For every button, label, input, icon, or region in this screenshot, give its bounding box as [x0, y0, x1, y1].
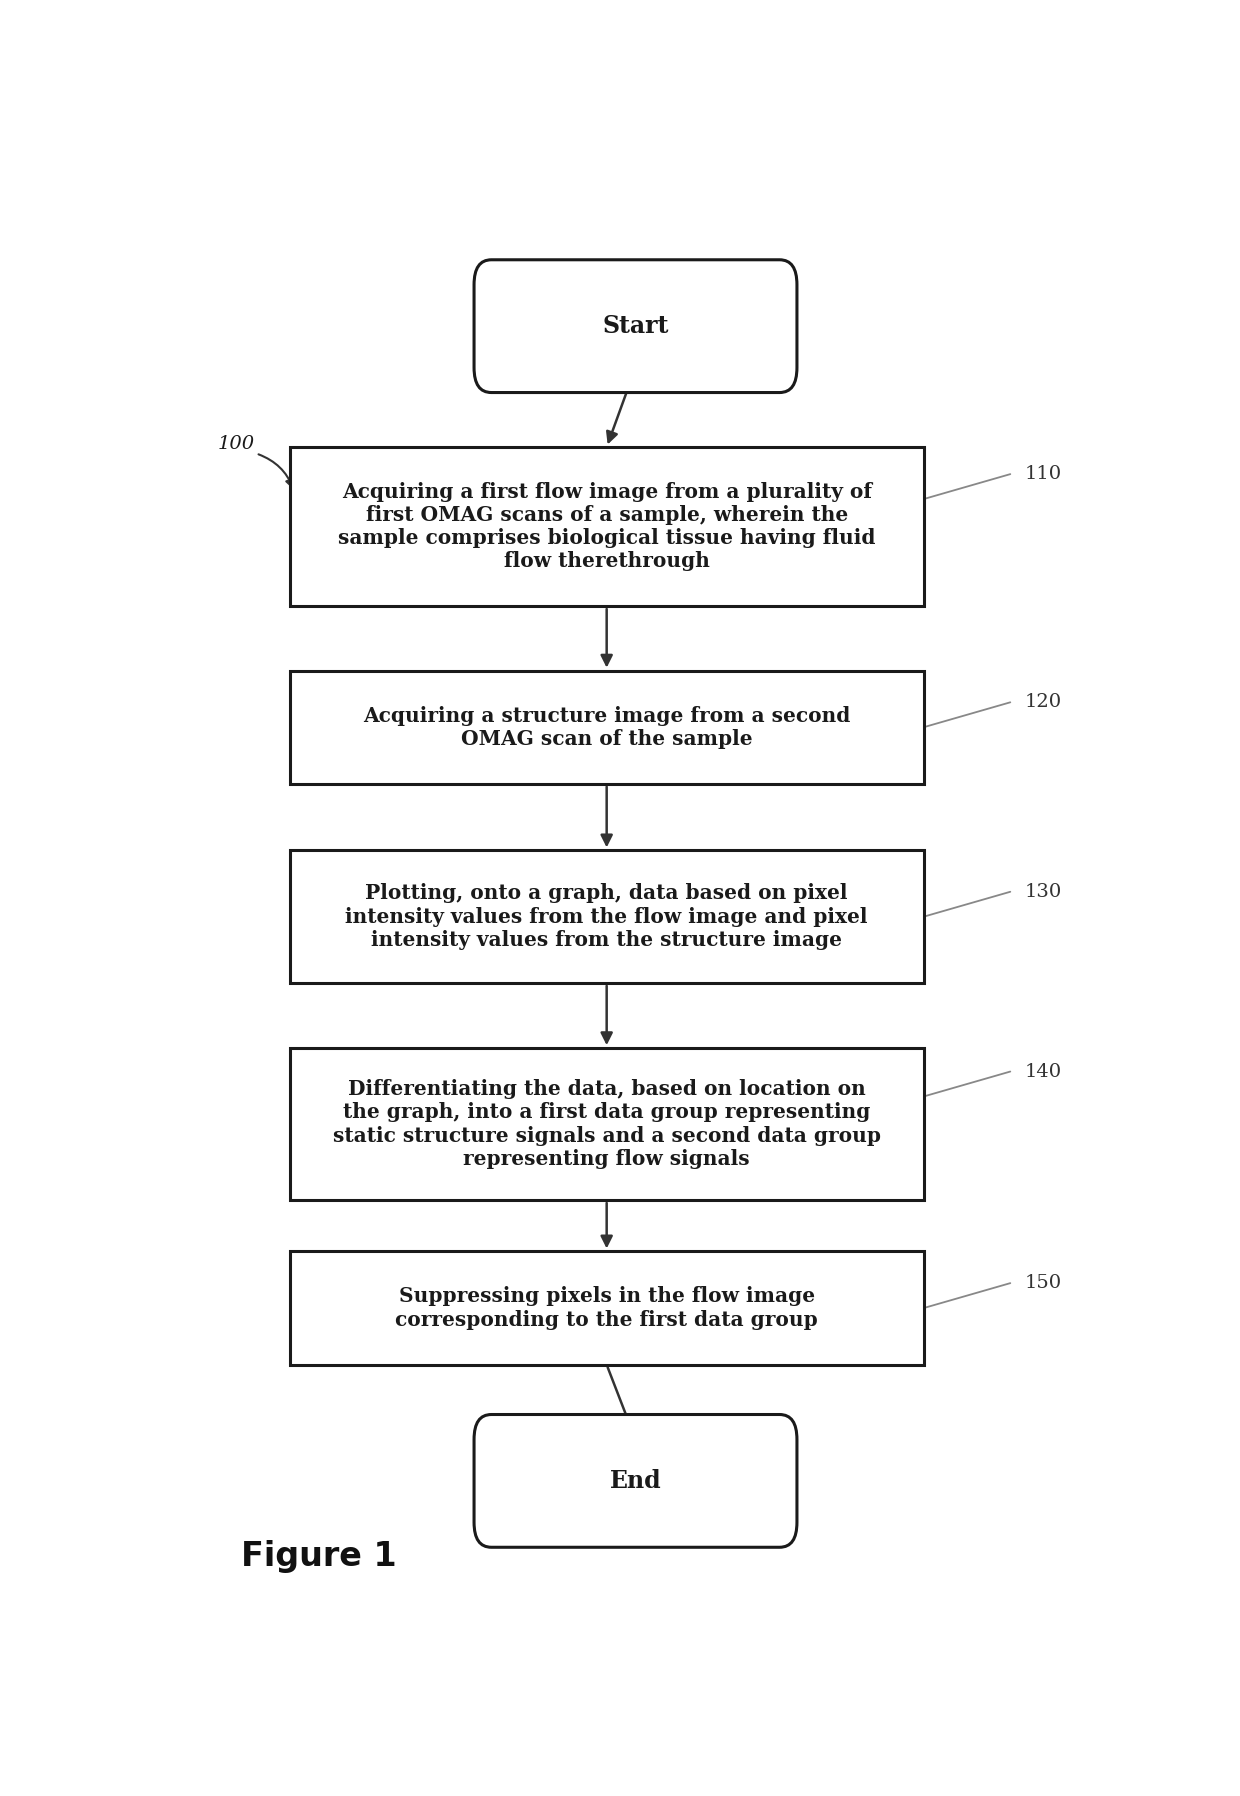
- FancyBboxPatch shape: [289, 1252, 924, 1365]
- FancyBboxPatch shape: [289, 850, 924, 982]
- Text: 120: 120: [1024, 693, 1061, 711]
- Text: 150: 150: [1024, 1273, 1061, 1291]
- Text: 110: 110: [1024, 465, 1061, 483]
- Text: 140: 140: [1024, 1063, 1061, 1081]
- Text: Figure 1: Figure 1: [242, 1541, 397, 1573]
- FancyBboxPatch shape: [474, 260, 797, 393]
- Text: Suppressing pixels in the flow image
corresponding to the first data group: Suppressing pixels in the flow image cor…: [396, 1286, 818, 1329]
- Text: 130: 130: [1024, 884, 1061, 902]
- Text: Start: Start: [603, 314, 668, 338]
- Text: 100: 100: [218, 435, 255, 453]
- FancyBboxPatch shape: [289, 1049, 924, 1200]
- FancyBboxPatch shape: [474, 1415, 797, 1548]
- Text: Plotting, onto a graph, data based on pixel
intensity values from the flow image: Plotting, onto a graph, data based on pi…: [346, 884, 868, 950]
- Text: Acquiring a structure image from a second
OMAG scan of the sample: Acquiring a structure image from a secon…: [363, 706, 851, 749]
- Text: End: End: [610, 1469, 661, 1492]
- FancyBboxPatch shape: [289, 447, 924, 607]
- Text: Differentiating the data, based on location on
the graph, into a first data grou: Differentiating the data, based on locat…: [332, 1079, 880, 1169]
- Text: Acquiring a first flow image from a plurality of
first OMAG scans of a sample, w: Acquiring a first flow image from a plur…: [339, 481, 875, 571]
- FancyBboxPatch shape: [289, 670, 924, 783]
